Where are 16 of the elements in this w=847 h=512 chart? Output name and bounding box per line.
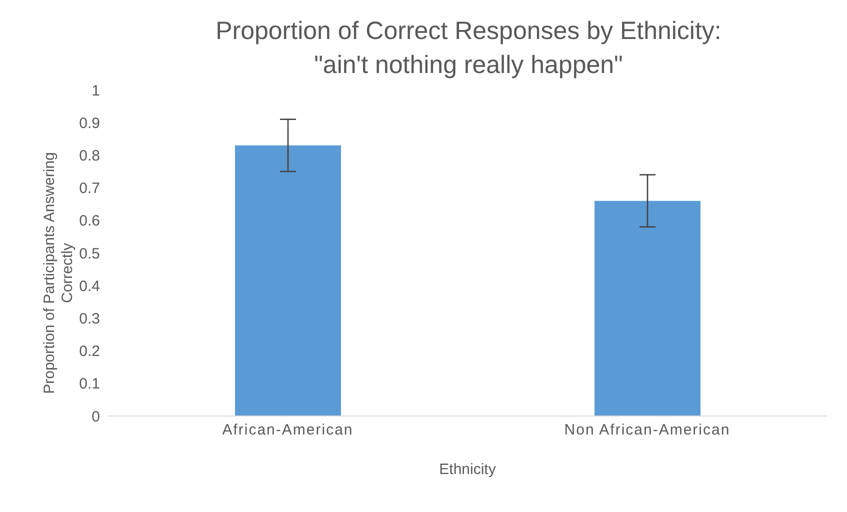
y-tick-label: 1 [92,82,100,100]
x-tick-label: African-American [222,422,354,439]
y-tick-label: 0.7 [79,180,100,198]
y-tick-label: 0.4 [79,278,100,295]
y-tick-label: 0.3 [79,310,100,328]
y-axis-title: Proportion of Participants Answering Correctly [41,152,76,394]
y-tick-label: 0.1 [79,376,100,393]
y-tick-label: 0 [92,408,100,426]
y-tick-label: 0.5 [79,245,100,262]
y-tick-label: 0.8 [79,148,100,165]
y-tick-label: 0.2 [79,343,100,360]
x-axis-title: Ethnicity [439,461,496,478]
y-tick-label: 0.9 [79,114,100,132]
y-tick-label: 0.6 [79,212,100,230]
x-tick-label: Non African-American [564,422,730,439]
chart-title: Proportion of Correct Responses by Ethnicity: "ain't nothing really happen" [214,16,722,81]
